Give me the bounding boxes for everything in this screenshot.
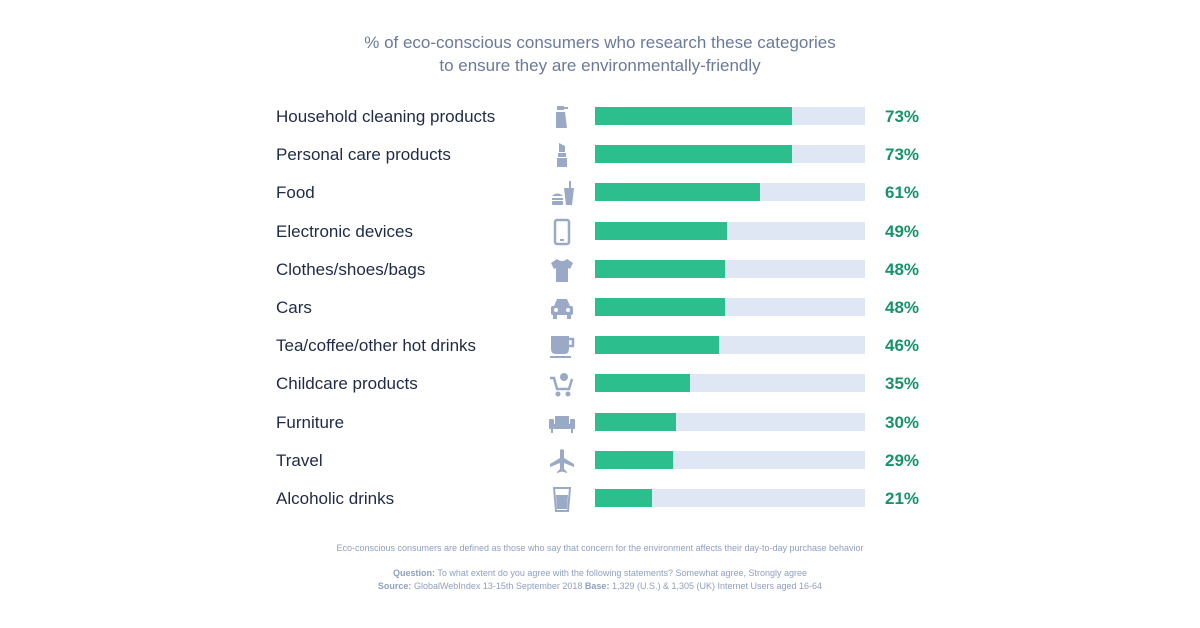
value-label: 46% bbox=[885, 336, 920, 356]
bar-row: Electronic devices 49% bbox=[0, 213, 1200, 251]
bar bbox=[595, 336, 720, 355]
category-label: Alcoholic drinks bbox=[276, 489, 395, 508]
smartphone-icon bbox=[547, 218, 577, 246]
bar-row: Furniture 30% bbox=[0, 404, 1200, 442]
airplane-icon bbox=[547, 447, 577, 475]
bar bbox=[595, 450, 674, 469]
value-label: 35% bbox=[885, 374, 920, 394]
car-icon bbox=[547, 294, 577, 322]
base-text: 1,329 (U.S.) & 1,305 (UK) Internet Users… bbox=[611, 581, 823, 591]
bar-row: Childcare products 35% bbox=[0, 365, 1200, 403]
bar-track bbox=[595, 183, 865, 202]
tshirt-icon bbox=[547, 256, 577, 284]
value-label: 30% bbox=[885, 412, 920, 432]
glass-icon bbox=[547, 485, 577, 513]
category-label: Furniture bbox=[276, 412, 345, 432]
category-label: Personal care products bbox=[276, 145, 451, 165]
bar-row: Alcoholic drinks 21% bbox=[0, 480, 1200, 518]
category-label: Clothes/shoes/bags bbox=[276, 259, 426, 279]
bar bbox=[595, 374, 690, 393]
value-label: 61% bbox=[885, 183, 920, 203]
bar bbox=[595, 145, 793, 164]
value-label: 48% bbox=[885, 298, 920, 317]
chart-title-line-2: to ensure they are environmentally-frien… bbox=[439, 56, 761, 75]
category-label: Travel bbox=[276, 450, 323, 470]
source-label: Source: bbox=[377, 581, 412, 591]
category-label: Food bbox=[276, 183, 315, 203]
footnote: Eco-conscious consumers are defined as t… bbox=[336, 543, 864, 553]
bar-row: Personal care products 73% bbox=[0, 136, 1200, 174]
value-label: 73% bbox=[885, 107, 920, 126]
bar bbox=[595, 412, 676, 431]
base-label: Base: bbox=[584, 581, 610, 591]
bar-track bbox=[595, 374, 865, 393]
bar bbox=[595, 183, 760, 202]
value-label: 73% bbox=[885, 145, 920, 165]
category-label: Household cleaning products bbox=[276, 107, 496, 126]
category-label: Tea/coffee/other hot drinks bbox=[276, 336, 477, 356]
bar bbox=[595, 489, 652, 507]
bar-row: Travel 29% bbox=[0, 442, 1200, 480]
sofa-icon bbox=[547, 409, 577, 437]
value-label: 21% bbox=[885, 489, 920, 508]
food-drink-icon bbox=[547, 179, 577, 207]
bar bbox=[595, 107, 793, 125]
category-label: Childcare products bbox=[276, 374, 418, 394]
bar-track bbox=[595, 489, 865, 507]
bar-row: Household cleaning products 73% bbox=[0, 98, 1200, 136]
bar-track bbox=[595, 221, 865, 240]
value-label: 49% bbox=[885, 221, 920, 241]
bar-track bbox=[595, 450, 865, 469]
coffee-cup-icon bbox=[547, 332, 577, 360]
value-label: 29% bbox=[885, 450, 920, 470]
source-text: GlobalWebIndex 13-15th September 2018 bbox=[413, 581, 583, 591]
question-line: Question: To what extent do you agree wi… bbox=[0, 567, 1200, 579]
bar-track bbox=[595, 145, 865, 164]
bar-track bbox=[595, 107, 865, 125]
bar-track bbox=[595, 259, 865, 278]
bar-row: Tea/coffee/other hot drinks 46% bbox=[0, 327, 1200, 365]
bar-row: Clothes/shoes/bags 48% bbox=[0, 251, 1200, 289]
bar bbox=[595, 259, 725, 278]
bar-track bbox=[595, 336, 865, 355]
bar-row: Cars 48% bbox=[0, 289, 1200, 327]
spray-bottle-icon bbox=[547, 103, 577, 131]
bar-track bbox=[595, 298, 865, 316]
shopping-cart-icon bbox=[547, 370, 577, 398]
source-line: Source: GlobalWebIndex 13-15th September… bbox=[0, 580, 1200, 592]
bar bbox=[595, 221, 728, 240]
category-label: Cars bbox=[276, 298, 312, 317]
category-label: Electronic devices bbox=[276, 221, 414, 241]
chart-title-line-1: % of eco-conscious consumers who researc… bbox=[364, 33, 836, 52]
value-label: 48% bbox=[885, 259, 920, 279]
question-text: To what extent do you agree with the fol… bbox=[437, 568, 808, 578]
bar-track bbox=[595, 412, 865, 431]
lipstick-icon bbox=[547, 141, 577, 169]
bar-row: Food 61% bbox=[0, 174, 1200, 212]
bar bbox=[595, 298, 725, 316]
question-label: Question: bbox=[392, 568, 435, 578]
